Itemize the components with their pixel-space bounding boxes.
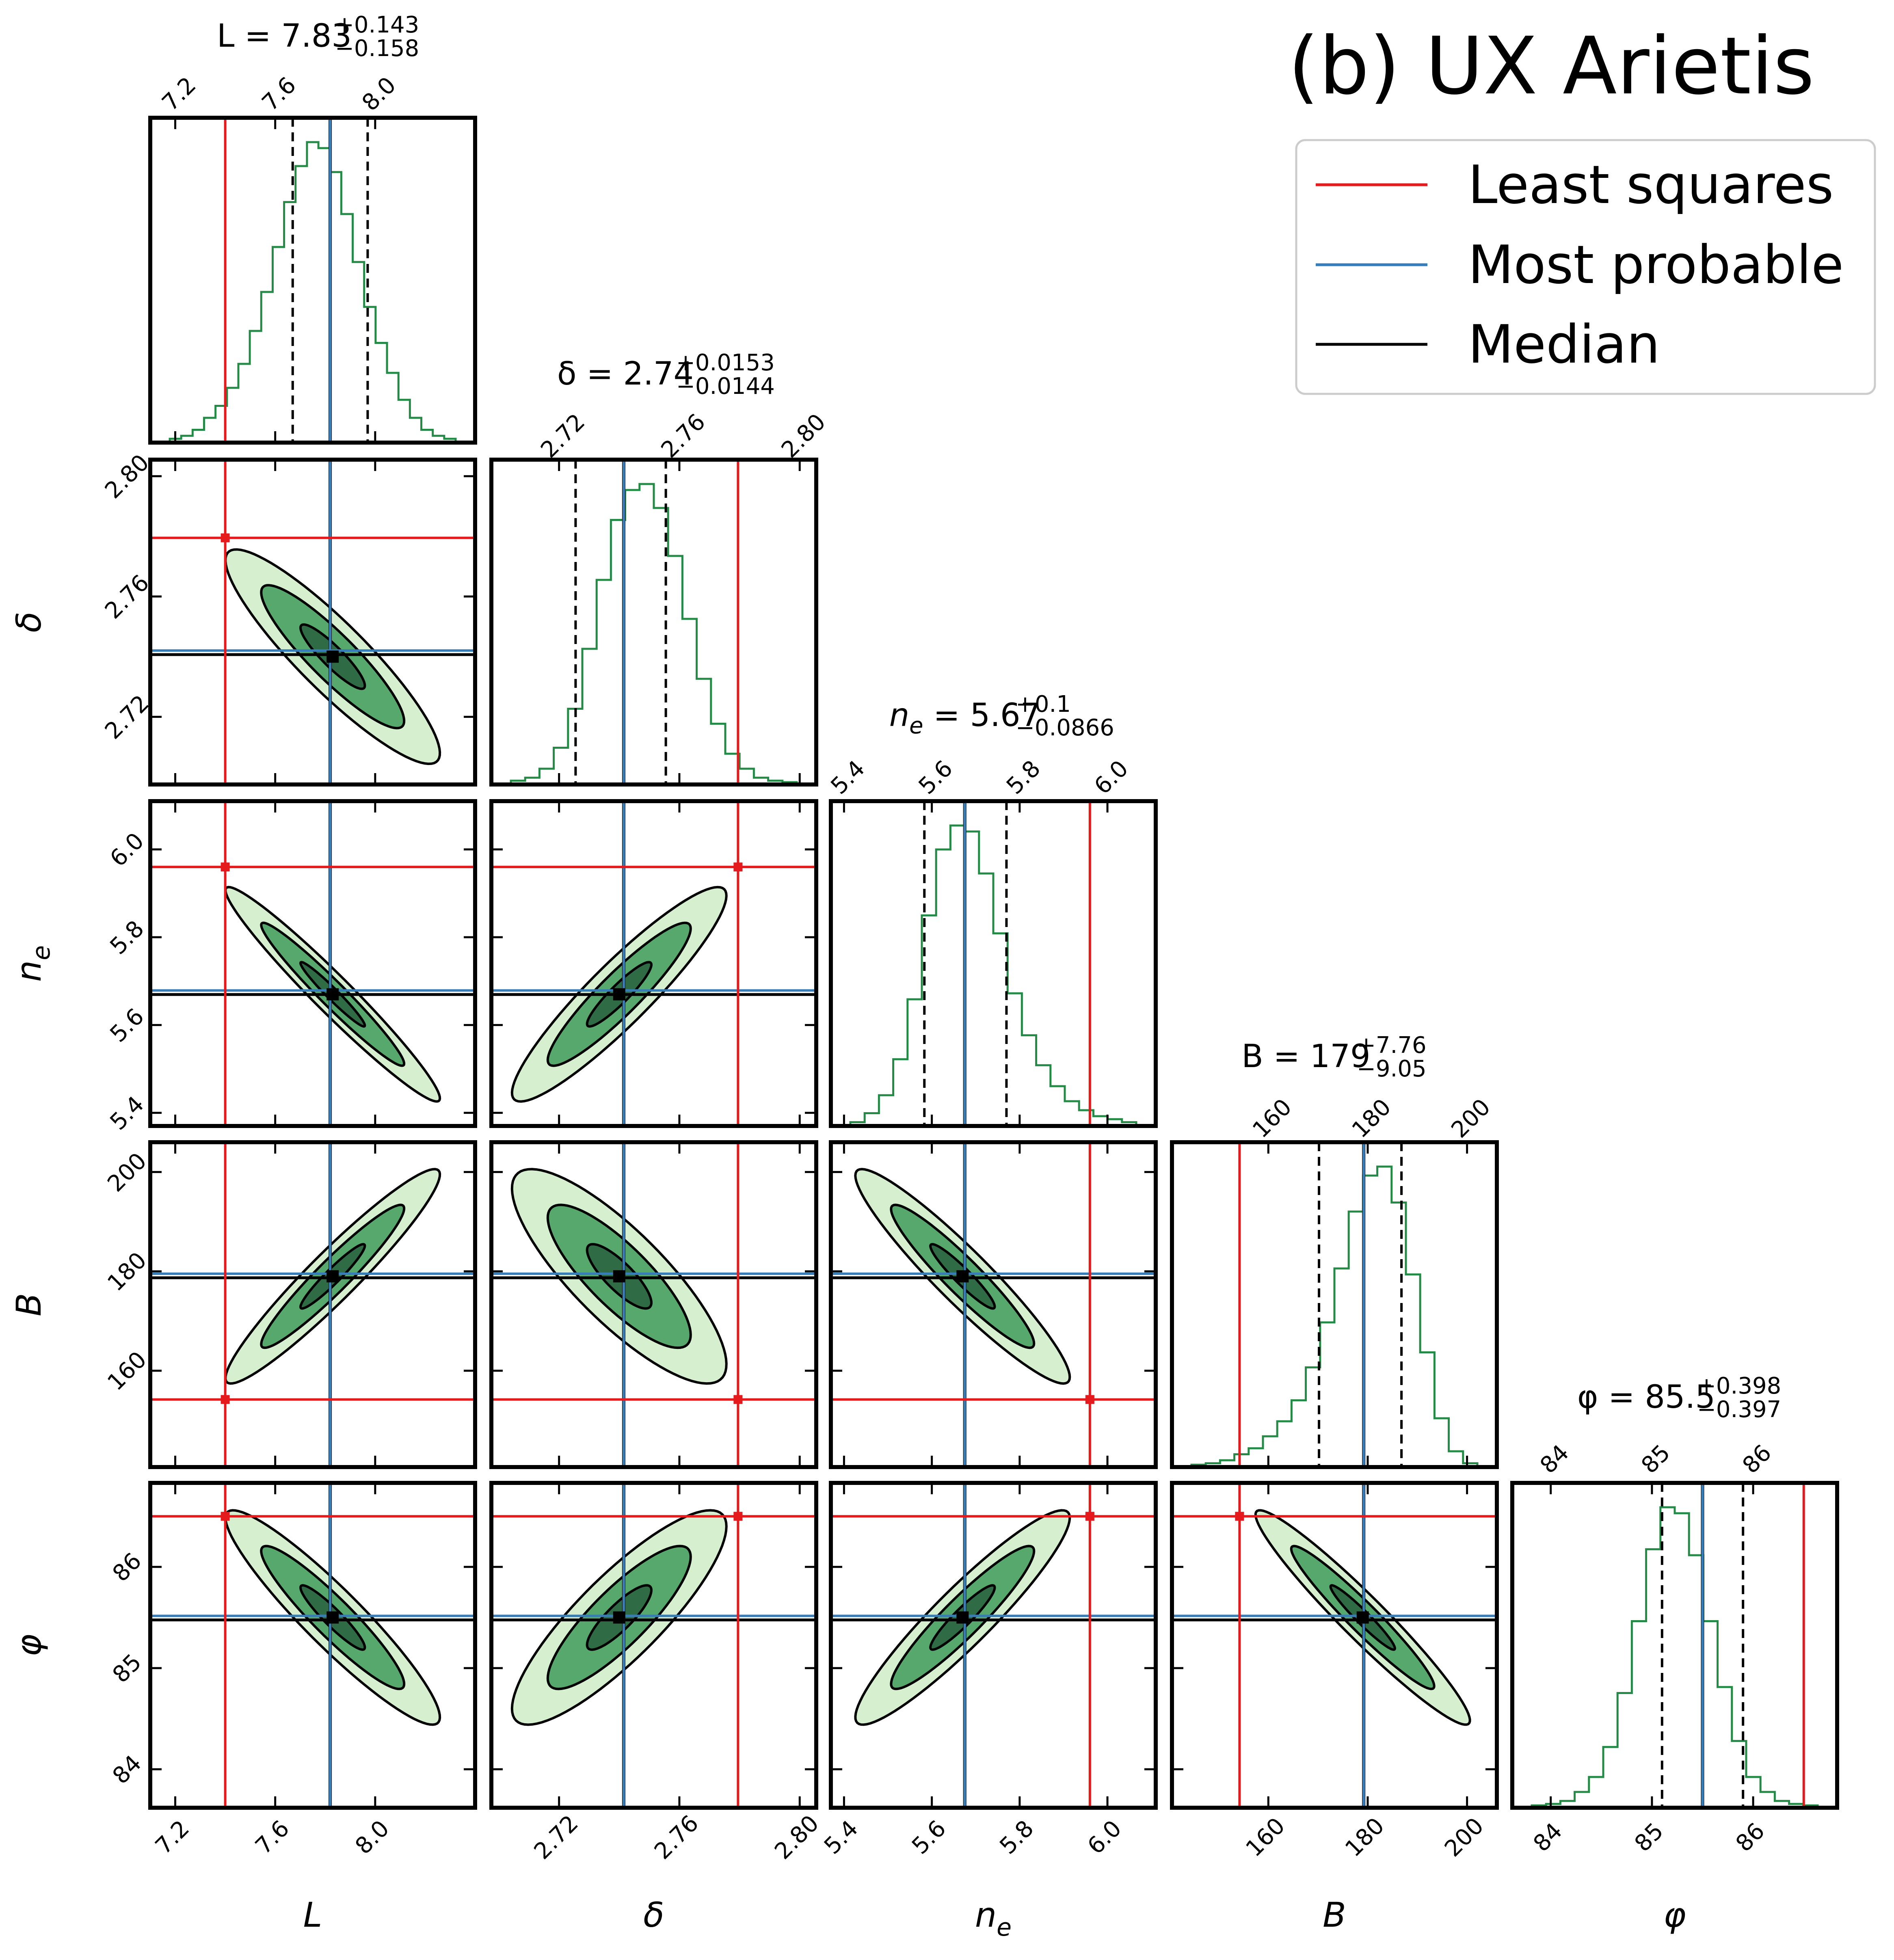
least-squares-point [221,862,230,872]
median-point [1356,1611,1369,1624]
panel-frame [1510,1481,1839,1810]
y-axis-label-delta: δ [9,612,49,632]
panel-frame [489,1140,818,1469]
least-squares-point [221,1512,230,1521]
x-axis-label-b: B [1323,1895,1346,1935]
panel-title-delta: δ = 2.74 [557,356,694,392]
x-axis-label-phi: φ [1663,1895,1686,1935]
least-squares-point [1235,1512,1244,1521]
histogram-delta [510,483,798,784]
panel-title-minus-delta: −0.0144 [676,373,775,400]
y-axis-label-b: B [9,1293,49,1316]
panel-frame [148,1481,477,1810]
least-squares-point [221,1395,230,1404]
panel-frame [1170,1140,1499,1469]
least-squares-point [1085,1512,1094,1521]
y-axis-label-phi: φ [9,1634,49,1656]
x-axis-label-delta: δ [643,1895,664,1935]
panel-ne-delta [489,799,818,1128]
panel-frame [489,1481,818,1810]
median-point [326,650,339,663]
corner-panels: 7.2 7.6 8.0L = 7.83+0.143−0.1582.722.762.8… [9,12,1839,1942]
panel-title-b: B = 179 [1241,1038,1370,1075]
panel-frame [829,799,1158,1128]
legend-frame [1295,139,1876,395]
panel-title-minus-phi: −0.397 [1697,1396,1781,1423]
panel-b-ne [829,1140,1158,1469]
histogram-b [1190,1165,1479,1466]
panel-delta-delta: 2.72 2.76 2.80δ = 2.74+0.0153−0.0144 [489,350,831,787]
panel-frame [829,1481,1158,1810]
x-axis-label-ne: ne [975,1895,1012,1942]
x-axis-label-l: L [303,1895,322,1935]
panel-title-l: L = 7.83 [217,18,352,54]
panel-title-phi: φ = 85.5 [1577,1379,1715,1415]
median-point [956,1270,969,1283]
panel-title-minus-b: −9.05 [1357,1056,1427,1082]
least-squares-point [733,862,743,872]
median-point [613,988,625,1001]
panel-title-plus-ne: +0.1 [1016,691,1071,717]
median-point [613,1611,625,1624]
histogram-phi [1531,1506,1819,1807]
legend-label-median: Median [1468,313,1660,375]
panel-title-plus-delta: +0.0153 [676,350,775,376]
panel-title-plus-l: +0.143 [335,12,419,38]
legend-label-most-probable: Most probable [1468,234,1844,296]
legend-label-least-squares: Least squares [1468,154,1833,216]
panel-frame [829,1140,1158,1469]
histogram-ne [849,824,1137,1125]
least-squares-point [733,1512,743,1521]
median-point [326,988,339,1001]
panel-frame [1170,1481,1499,1810]
panel-frame [489,799,818,1128]
panel-title-minus-l: −0.158 [335,35,419,62]
least-squares-point [733,1395,743,1404]
panel-title-ne: ne = 5.67 [889,697,1041,739]
median-point [326,1611,339,1624]
y-axis-label-ne: ne [9,945,56,982]
panel-frame [489,458,818,787]
panel-title-minus-ne: −0.0866 [1016,715,1114,741]
least-squares-point [1085,1395,1094,1404]
legend: Least squares Most probable Median [1295,139,1876,395]
panel-ne-ne: 5.4 5.6 5.8 6.0ne = 5.67+0.1−0.0866 [826,691,1158,1128]
median-point [613,1270,625,1283]
panel-frame [148,1140,477,1469]
panel-b-delta [489,1140,818,1469]
least-squares-point [221,533,230,542]
median-point [956,1611,969,1624]
panel-title-plus-b: +7.76 [1357,1032,1427,1059]
median-point [326,1270,339,1283]
panel-frame [148,799,477,1128]
histogram-l [169,141,457,442]
figure-title: (b) UX Arietis [1288,20,1814,112]
panel-frame [148,458,477,787]
panel-frame [148,116,477,445]
panel-title-plus-phi: +0.398 [1697,1373,1781,1399]
panel-delta-l: 2.722.762.80 [100,449,477,787]
